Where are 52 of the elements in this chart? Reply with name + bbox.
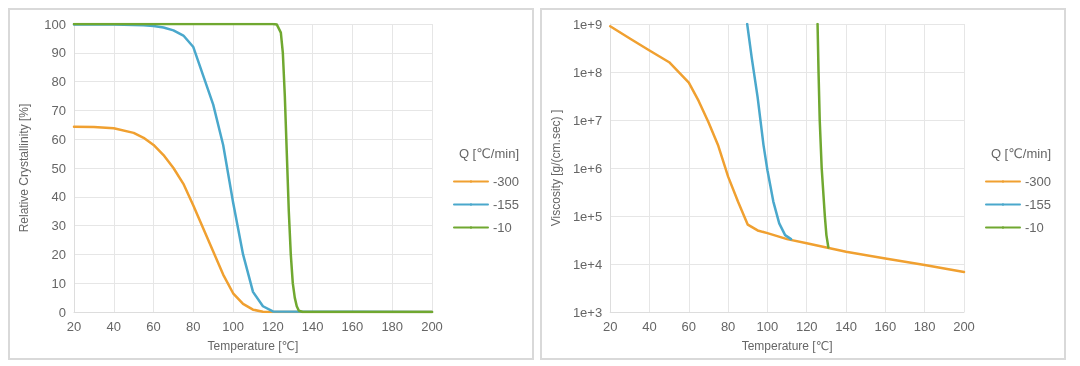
y-tick-label: 1e+3 — [572, 304, 603, 320]
y-tick-label: 1e+4 — [572, 256, 603, 272]
x-tick-label: 180 — [913, 319, 936, 334]
x-tick-label: 180 — [381, 319, 404, 334]
y-tick-label: 1e+8 — [572, 64, 603, 80]
y-tick-label: 50 — [51, 160, 66, 176]
y-tick-label: 20 — [51, 246, 66, 262]
y-tick-label: 70 — [51, 102, 66, 118]
y-tick-label: 10 — [51, 275, 66, 291]
x-tick-label: 200 — [421, 319, 443, 334]
x-tick-label: 80 — [186, 319, 201, 334]
legend-title: Q [℃/min] — [990, 146, 1051, 162]
legend-label: -300 — [492, 174, 520, 190]
x-tick-label: 60 — [681, 319, 697, 334]
x-tick-label: 160 — [341, 319, 364, 334]
x-tick-label: 140 — [835, 319, 857, 334]
y-axis-title: Viscosity [g/(cm.sec) ] — [549, 109, 563, 227]
y-tick-label: 60 — [51, 131, 66, 147]
x-axis-title: Temperature [℃] — [207, 339, 299, 353]
line-series — [816, 22, 830, 249]
x-tick-label: 120 — [795, 319, 818, 334]
y-tick-label: 80 — [51, 74, 66, 90]
x-tick-label: 140 — [301, 319, 324, 334]
x-tick-label: 60 — [146, 319, 161, 334]
x-tick-label: 100 — [222, 319, 244, 334]
x-tick-label: 120 — [262, 319, 284, 334]
x-tick-label: 40 — [106, 319, 122, 334]
y-tick-label: 30 — [51, 218, 66, 234]
legend-label: -10 — [492, 220, 512, 236]
y-tick-label: 1e+9 — [572, 16, 603, 32]
x-tick-label: 20 — [66, 319, 82, 334]
x-tick-label: 40 — [642, 319, 657, 334]
x-tick-label: 100 — [756, 319, 779, 334]
legend-label: -155 — [1024, 197, 1052, 213]
y-tick-label: 1e+7 — [572, 112, 603, 128]
y-tick-label: 1e+6 — [572, 160, 603, 176]
x-axis-title: Temperature [℃] — [741, 339, 833, 353]
x-tick-label: 80 — [720, 319, 736, 334]
legend-label: -155 — [492, 197, 520, 213]
x-tick-label: 200 — [953, 319, 975, 334]
y-axis-title: Relative Crystallinity [%] — [17, 103, 31, 233]
x-tick-label: 20 — [602, 319, 618, 334]
legend-label: -300 — [1024, 174, 1052, 190]
y-tick-label: 100 — [44, 16, 66, 32]
y-tick-label: 40 — [51, 189, 66, 205]
y-tick-label: 0 — [58, 304, 66, 320]
y-tick-label: 1e+5 — [572, 208, 603, 224]
legend-title: Q [℃/min] — [458, 146, 519, 162]
legend-label: -10 — [1024, 220, 1044, 236]
y-tick-label: 90 — [51, 45, 66, 61]
line-series — [745, 22, 793, 241]
x-tick-label: 160 — [874, 319, 897, 334]
